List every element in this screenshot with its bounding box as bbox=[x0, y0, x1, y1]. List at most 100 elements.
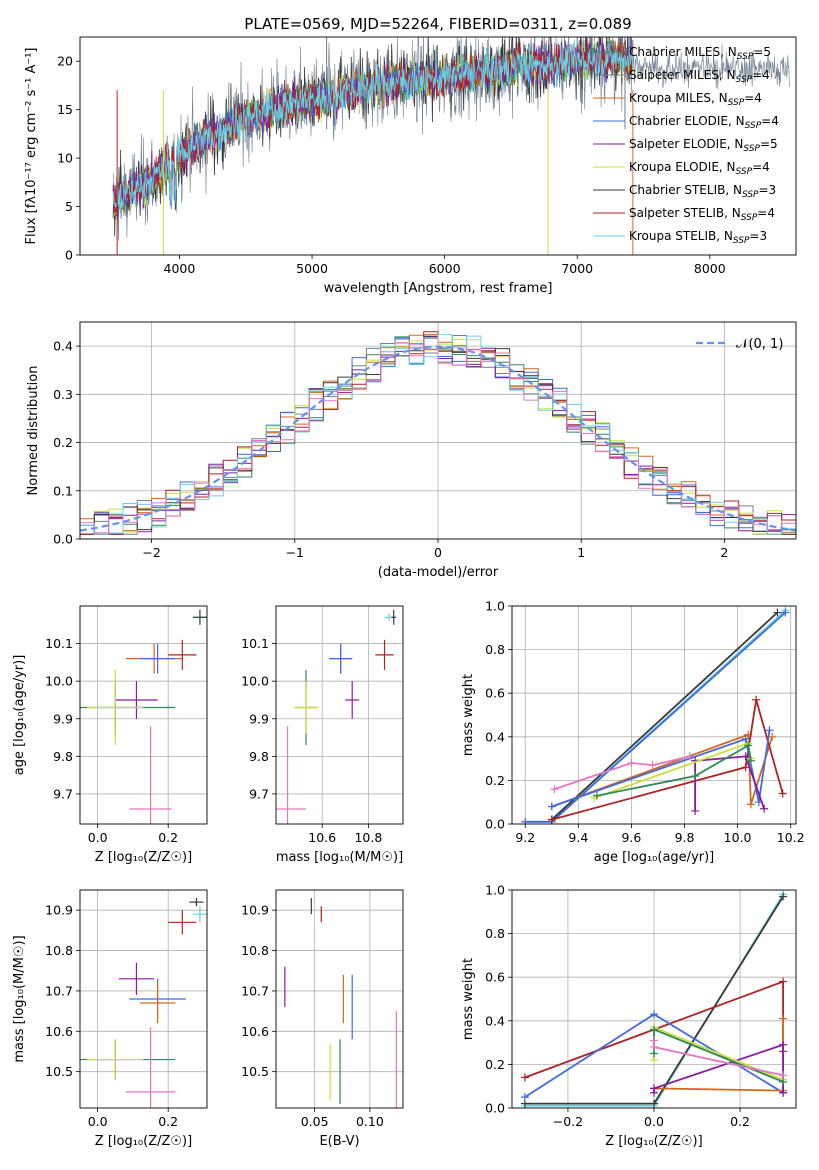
weight-marker bbox=[779, 977, 788, 986]
axes-frame bbox=[511, 605, 797, 825]
x-tick-label: 0.0 bbox=[644, 1114, 664, 1129]
weight-marker bbox=[779, 1088, 788, 1097]
weight-marker bbox=[779, 1040, 788, 1049]
axes-frame bbox=[79, 889, 208, 1109]
legend-label-text: Salpeter ELODIE, N bbox=[629, 137, 743, 151]
legend-label-text: Salpeter MILES, N bbox=[629, 68, 736, 82]
weight-marker bbox=[765, 726, 774, 735]
legend-label-suffix: =3 bbox=[749, 229, 767, 243]
legend-label-text: Kroupa MILES, N bbox=[629, 91, 728, 105]
y-tick-label: 10.5 bbox=[241, 1064, 269, 1079]
legend-label: Salpeter ELODIE, NSSP=5 bbox=[629, 137, 778, 154]
plot-area bbox=[276, 609, 397, 824]
y-tick-label: 10.7 bbox=[241, 983, 269, 998]
y-tick-label: 9.8 bbox=[53, 749, 73, 764]
weight-marker bbox=[592, 791, 601, 800]
residuals-panel: −2 −1 0 1 2 0.0 0.1 0.2 0.3 0.4 (data-model)/error… bbox=[26, 321, 797, 580]
x-tick-label: 9.4 bbox=[568, 830, 588, 845]
weight-marker bbox=[691, 772, 700, 781]
y-tick-label: 9.9 bbox=[249, 711, 269, 726]
x-tick-label: 9.8 bbox=[675, 830, 695, 845]
plot-area bbox=[284, 898, 397, 1108]
weight-line bbox=[554, 755, 691, 790]
weight-marker bbox=[768, 732, 777, 741]
legend-label-suffix: =4 bbox=[752, 68, 770, 82]
x-axis-label: wavelength [Angstrom, rest frame] bbox=[324, 281, 553, 296]
weight-line bbox=[653, 1040, 784, 1077]
y-tick-label: 0.6 bbox=[485, 970, 505, 985]
x-tick-label: 9.2 bbox=[515, 830, 535, 845]
mass-vs-Z-panel: 0.0 0.2 10.5 10.6 10.7 10.8 10.9 Z [log₁₀(Z/Z☉)… bbox=[12, 889, 208, 1149]
x-tick-label: 6000 bbox=[429, 261, 461, 276]
plot-area bbox=[112, 37, 790, 255]
x-axis-label: Z [log₁₀(Z/Z☉)] bbox=[95, 850, 192, 865]
legend-label-sub: SSP bbox=[737, 52, 754, 62]
weight-marker bbox=[741, 763, 750, 772]
y-tick-label: 0.1 bbox=[53, 483, 73, 498]
weight-line bbox=[596, 744, 752, 797]
weight-line bbox=[525, 611, 787, 823]
age-vs-mass-panel: 10.6 10.8 9.7 9.8 9.9 10.0 10.1 mass [log₁₀(M/M… bbox=[241, 605, 404, 865]
legend-label-sub: SSP bbox=[733, 236, 750, 246]
axes-frame bbox=[275, 889, 404, 1109]
y-tick-label: 0.2 bbox=[485, 773, 505, 788]
y-tick-label: 0.8 bbox=[485, 642, 505, 657]
legend-label-suffix: =5 bbox=[760, 137, 778, 151]
legend-label: Salpeter STELIB, NSSP=4 bbox=[629, 206, 775, 223]
plot-area bbox=[520, 890, 788, 1108]
y-tick-label: 1.0 bbox=[485, 599, 505, 614]
x-tick-label: 2 bbox=[720, 545, 728, 560]
y-tick-label: 10.0 bbox=[241, 674, 269, 689]
weight-marker bbox=[650, 1084, 658, 1093]
y-axis-label: mass [log₁₀(M/M☉)] bbox=[12, 935, 27, 1062]
y-tick-label: 10.8 bbox=[241, 943, 269, 958]
legend-label: Kroupa ELODIE, NSSP=4 bbox=[629, 160, 770, 177]
x-tick-label: 0 bbox=[434, 545, 442, 560]
x-tick-label: 0.05 bbox=[301, 1114, 329, 1129]
x-tick-label: 1 bbox=[577, 545, 585, 560]
x-tick-label: 10.2 bbox=[777, 830, 805, 845]
y-tick-label: 1.0 bbox=[485, 883, 505, 898]
age-vs-Z-panel: 0.0 0.2 9.7 9.8 9.9 10.0 10.1 Z [log₁₀(Z/Z☉)] ag… bbox=[12, 605, 208, 865]
weight-marker bbox=[650, 1010, 658, 1019]
weight-line bbox=[551, 611, 779, 821]
x-tick-label: 7000 bbox=[561, 261, 593, 276]
y-tick-label: 0.6 bbox=[485, 686, 505, 701]
y-axis-label: mass weight bbox=[461, 958, 476, 1040]
plot-area bbox=[521, 606, 790, 824]
x-tick-label: 5000 bbox=[296, 261, 328, 276]
y-tick-label: 10.1 bbox=[241, 636, 269, 651]
weight-vs-age-panel: 9.2 9.4 9.6 9.8 10.0 10.2 0.0 0.2 0.4 0.6 0.8 1.0 ag… bbox=[461, 599, 805, 866]
legend-label-text: Kroupa STELIB, N bbox=[629, 229, 733, 243]
x-tick-label: 0.0 bbox=[88, 1114, 108, 1129]
y-tick-label: 10.6 bbox=[241, 1024, 269, 1039]
legend-label-sub: SSP bbox=[741, 213, 758, 223]
y-tick-label: 0.2 bbox=[485, 1057, 505, 1072]
histogram-step bbox=[80, 337, 796, 534]
y-tick-label: 0.0 bbox=[485, 1101, 505, 1116]
weight-marker bbox=[648, 761, 657, 770]
legend-label-suffix: =3 bbox=[759, 183, 777, 197]
legend-label-sub: SSP bbox=[736, 167, 753, 177]
y-tick-label: 15 bbox=[57, 102, 73, 117]
weight-line bbox=[551, 699, 784, 821]
legend-label-sub: SSP bbox=[742, 190, 759, 200]
weight-line bbox=[694, 755, 765, 811]
y-tick-label: 9.9 bbox=[53, 711, 73, 726]
weight-marker bbox=[779, 892, 788, 901]
legend-label-text: Chabrier ELODIE, N bbox=[629, 114, 745, 128]
x-axis-label: mass [log₁₀(M/M☉)] bbox=[276, 850, 403, 865]
axes-frame bbox=[79, 36, 797, 256]
y-axis-label: Flux [fλ10⁻¹⁷ erg cm⁻² s⁻¹ A⁻¹] bbox=[24, 48, 39, 245]
weight-marker bbox=[547, 802, 556, 811]
grid-lines bbox=[276, 606, 403, 824]
y-tick-label: 10.8 bbox=[45, 943, 73, 958]
legend-label: Chabrier ELODIE, NSSP=4 bbox=[629, 114, 779, 131]
weight-marker bbox=[547, 815, 556, 824]
plot-area bbox=[80, 898, 207, 1108]
x-axis-label: Z [log₁₀(Z/Z☉)] bbox=[605, 1134, 702, 1149]
x-tick-label: 4000 bbox=[164, 261, 196, 276]
y-tick-label: 10.0 bbox=[45, 674, 73, 689]
y-tick-label: 9.7 bbox=[53, 786, 73, 801]
